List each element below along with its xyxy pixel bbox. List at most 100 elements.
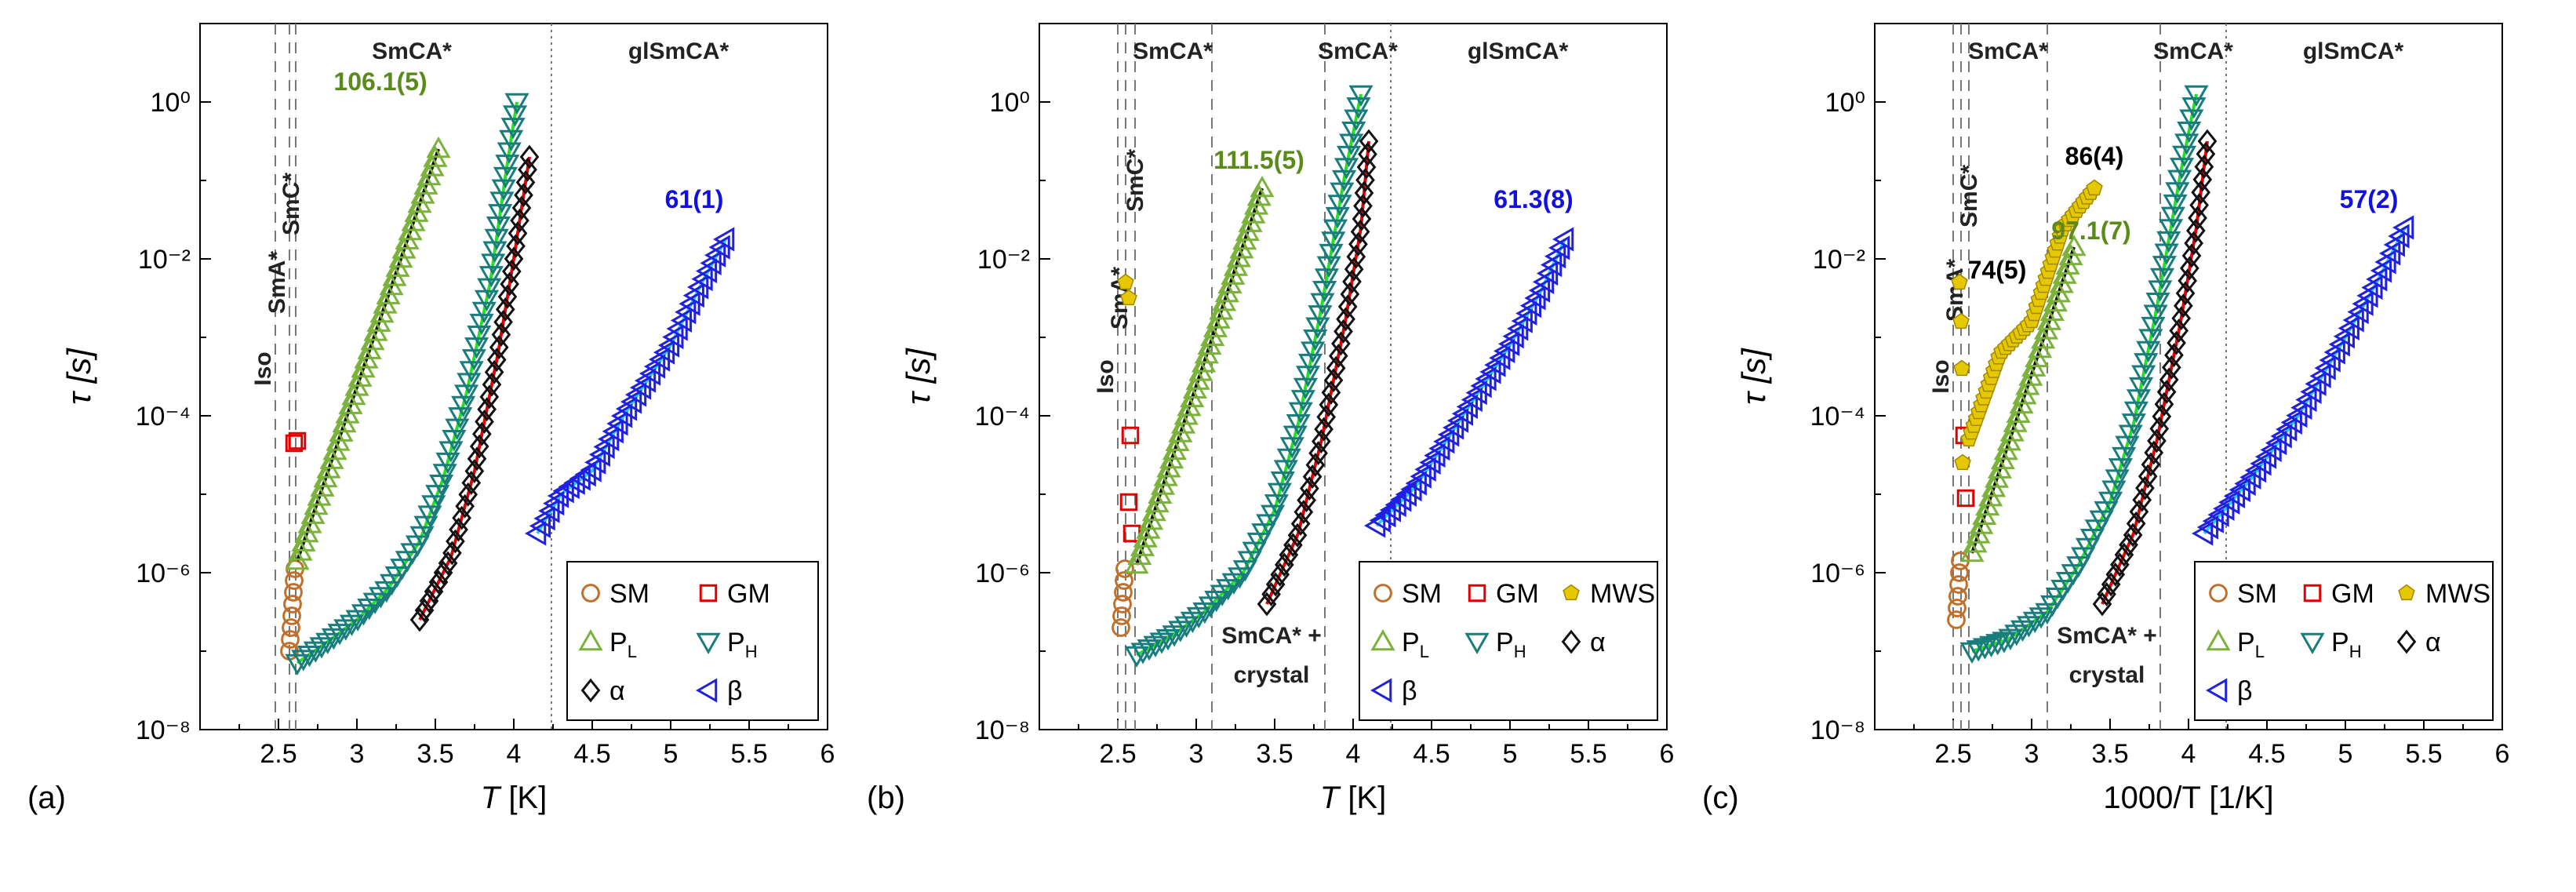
legend-marker-beta xyxy=(2205,678,2228,703)
legend-label-text: β xyxy=(2237,676,2253,706)
legend-marker-alpha xyxy=(1561,629,1581,654)
x-tick-label: 3.5 xyxy=(2091,739,2128,769)
y-tick-label: 10⁻² xyxy=(977,245,1030,275)
phase-label: crystal xyxy=(2069,662,2145,688)
legend-label-text: MWS xyxy=(2425,579,2490,609)
data-point-alpha xyxy=(2197,129,2218,154)
data-point-mws xyxy=(1951,273,1968,290)
series-ph xyxy=(1124,85,1374,668)
data-point-pl xyxy=(1250,175,1275,198)
series-sm xyxy=(280,559,304,661)
data-point-ph xyxy=(309,637,334,659)
y-tick-label: 10⁻⁴ xyxy=(975,402,1030,431)
x-axis-label-unit: [K] xyxy=(500,781,547,815)
data-point-alpha xyxy=(1283,533,1303,558)
legend-label: PH xyxy=(727,628,758,661)
legend-marker-gm xyxy=(2303,584,2322,603)
data-point-ph xyxy=(321,628,347,650)
legend-label-text: P xyxy=(1496,628,1514,657)
value-label: 57(2) xyxy=(2340,185,2399,213)
data-point-ph xyxy=(1959,642,1985,664)
data-point-sm xyxy=(284,583,303,602)
data-point-alpha xyxy=(482,372,502,397)
data-point-beta xyxy=(1395,482,1417,507)
legend-box xyxy=(1359,561,1658,721)
legend-marker-alpha xyxy=(2396,629,2417,654)
legend-label: β xyxy=(1402,676,1417,706)
data-point-alpha xyxy=(1261,582,1281,606)
data-point-alpha xyxy=(479,384,500,410)
value-label: 61(1) xyxy=(665,185,724,213)
x-tick-label: 5.5 xyxy=(2405,739,2442,769)
legend-marker-gm xyxy=(699,584,718,603)
data-point-alpha xyxy=(518,157,537,182)
data-point-beta xyxy=(547,483,569,508)
data-point-ph xyxy=(2016,616,2042,638)
x-tick-label: 5 xyxy=(664,739,679,769)
fit-line-pl xyxy=(1135,188,1264,566)
data-point-mws xyxy=(1952,312,1970,329)
data-point-ph xyxy=(1992,632,2017,654)
data-point-ph xyxy=(2028,607,2054,629)
legend-label: α xyxy=(1590,628,1606,657)
data-point-ph xyxy=(333,619,358,641)
x-tick-label: 4 xyxy=(507,739,522,769)
data-point-alpha xyxy=(1323,368,1344,393)
x-tick-label: 5 xyxy=(1503,739,1518,769)
data-point-mws xyxy=(1954,453,1971,471)
phase-label: SmCA* xyxy=(2153,38,2233,64)
data-point-alpha xyxy=(493,310,513,334)
data-point-gm xyxy=(1122,524,1141,543)
data-point-alpha xyxy=(1326,355,1346,380)
data-point-alpha xyxy=(1353,194,1373,218)
data-point-alpha xyxy=(2147,428,2167,453)
series-ph xyxy=(285,93,529,676)
data-point-alpha xyxy=(428,570,449,595)
legend-marker-alpha xyxy=(580,678,601,703)
data-point-alpha xyxy=(502,259,522,284)
legend-marker-pl xyxy=(578,628,603,651)
data-point-alpha xyxy=(2110,552,2130,577)
series-pl xyxy=(1124,175,1275,574)
x-tick-label: 3 xyxy=(1189,739,1204,769)
y-tick-label: 10⁻⁶ xyxy=(975,559,1030,588)
value-label: 97.1(7) xyxy=(2051,217,2130,245)
data-point-alpha xyxy=(491,322,511,347)
panel-label: (c) xyxy=(1702,781,1739,815)
series-alpha xyxy=(2092,129,2218,617)
data-point-alpha xyxy=(1314,417,1333,442)
data-point-alpha xyxy=(1274,552,1294,577)
series-alpha xyxy=(409,144,540,632)
data-point-ph xyxy=(303,641,328,663)
data-point-alpha xyxy=(2164,343,2184,368)
legend-label: GM xyxy=(2331,579,2374,609)
legend-marker-mws xyxy=(2398,584,2415,601)
legend-label-text: SM xyxy=(2237,579,2277,609)
phase-label: glSmCA* xyxy=(1468,38,1569,64)
data-point-beta xyxy=(1374,503,1396,528)
data-point-beta xyxy=(1369,508,1391,533)
data-point-gm xyxy=(288,431,307,450)
data-point-ph xyxy=(1174,616,1199,638)
legend-label-text: α xyxy=(1590,628,1606,657)
legend-label: SM xyxy=(1402,579,1442,609)
data-point-alpha xyxy=(1355,168,1375,192)
phase-label: Iso xyxy=(250,351,276,385)
data-point-ph xyxy=(327,624,352,646)
data-point-alpha xyxy=(2171,306,2192,331)
data-point-ph xyxy=(1972,638,1997,660)
data-point-beta xyxy=(712,227,735,252)
data-point-alpha xyxy=(1257,592,1277,617)
data-point-alpha xyxy=(2186,218,2206,243)
y-tick-label: 10⁻² xyxy=(1813,245,1865,275)
y-axis-label: τ [s] xyxy=(900,348,937,405)
legend-box xyxy=(566,561,819,721)
data-point-alpha xyxy=(504,246,524,271)
data-point-ph xyxy=(1137,639,1162,661)
legend-marker-ph xyxy=(2300,632,2325,655)
legend-label-subscript: H xyxy=(2349,642,2362,661)
data-point-alpha xyxy=(2189,193,2209,217)
